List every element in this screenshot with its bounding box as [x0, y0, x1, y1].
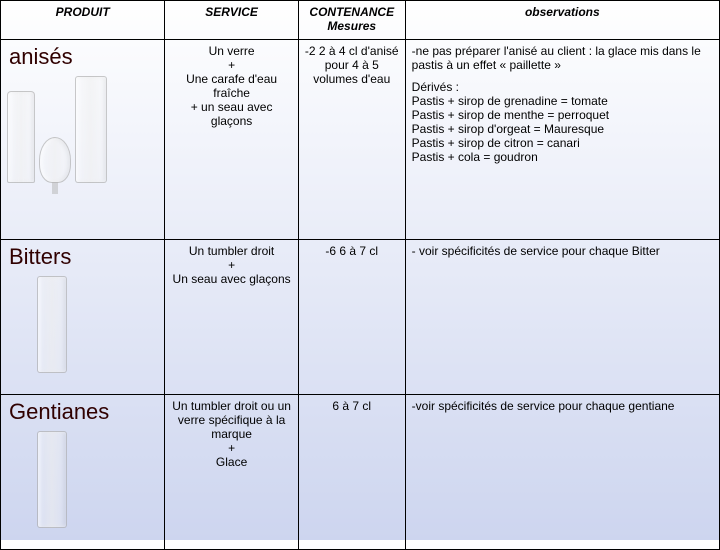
glass-images: [7, 76, 158, 183]
cell-service: Un tumbler droit+Un seau avec glaçons: [165, 240, 299, 395]
header-contenance: CONTENANCE Mesures: [298, 1, 405, 40]
beverage-service-table: PRODUIT SERVICE CONTENANCE Mesures obser…: [0, 0, 720, 550]
cell-produit: Gentianes: [1, 395, 165, 550]
header-produit: PRODUIT: [1, 1, 165, 40]
produit-name: Bitters: [7, 244, 158, 270]
tumbler-glass-icon: [37, 431, 67, 528]
obs-text: - voir spécificités de service pour chaq…: [412, 244, 713, 258]
produit-name: Gentianes: [7, 399, 158, 425]
cell-contenance: -2 2 à 4 cl d'anisé pour 4 à 5 volumes d…: [298, 40, 405, 240]
cell-observations: -voir spécificités de service pour chaqu…: [405, 395, 719, 550]
obs-line: Pastis + sirop d'orgeat = Mauresque: [412, 122, 713, 136]
cell-service: Un tumbler droit ou un verre spécifique …: [165, 395, 299, 550]
cell-observations: -ne pas préparer l'anisé au client : la …: [405, 40, 719, 240]
obs-text: -voir spécificités de service pour chaqu…: [412, 399, 713, 413]
header-observations: observations: [405, 1, 719, 40]
cell-produit: Bitters: [1, 240, 165, 395]
tumbler-glass-icon: [37, 276, 67, 373]
glass-images: [7, 276, 158, 373]
obs-line: Pastis + sirop de citron = canari: [412, 136, 713, 150]
table-row: Gentianes Un tumbler droit ou un verre s…: [1, 395, 720, 550]
produit-name: anisés: [7, 44, 158, 70]
cell-produit: anisés: [1, 40, 165, 240]
cell-observations: - voir spécificités de service pour chaq…: [405, 240, 719, 395]
flute-glass-icon: [7, 91, 35, 183]
table-row: anisés Un verre+Une carafe d'eau fraîche…: [1, 40, 720, 240]
table-row: Bitters Un tumbler droit+Un seau avec gl…: [1, 240, 720, 395]
obs-text: -ne pas préparer l'anisé au client : la …: [412, 44, 713, 72]
obs-derives-title: Dérivés :: [412, 80, 713, 94]
wine-glass-icon: [39, 137, 71, 183]
glass-images: [7, 431, 158, 528]
obs-line: Pastis + sirop de menthe = perroquet: [412, 108, 713, 122]
cell-service: Un verre+Une carafe d'eau fraîche+ un se…: [165, 40, 299, 240]
obs-line: Pastis + cola = goudron: [412, 150, 713, 164]
obs-line: Pastis + sirop de grenadine = tomate: [412, 94, 713, 108]
cell-contenance: 6 à 7 cl: [298, 395, 405, 550]
header-service: SERVICE: [165, 1, 299, 40]
tumbler-glass-icon: [75, 76, 107, 183]
cell-contenance: -6 6 à 7 cl: [298, 240, 405, 395]
table-header-row: PRODUIT SERVICE CONTENANCE Mesures obser…: [1, 1, 720, 40]
